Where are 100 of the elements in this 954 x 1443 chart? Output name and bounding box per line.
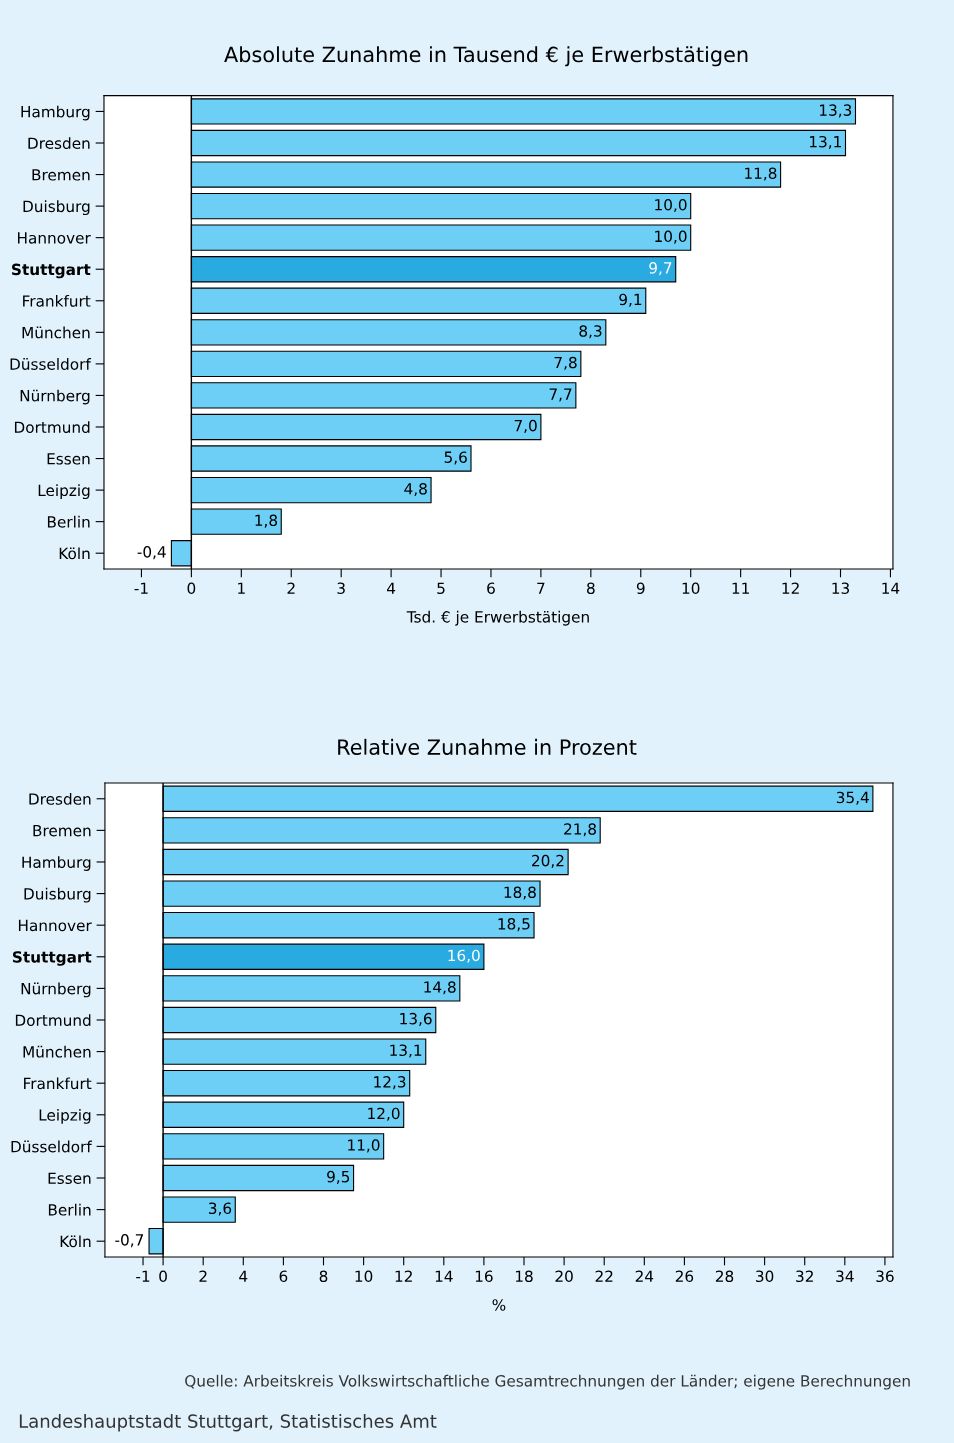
y-tick-label: Stuttgart [12,951,92,966]
y-tick-label: München [23,1045,91,1058]
data-label: 9,7 [649,262,672,276]
y-tick-label: Düsseldorf [11,1140,93,1153]
data-label: 14,8 [424,981,456,995]
data-label: 11,8 [745,167,777,181]
x-tick-label: 11 [732,582,749,594]
y-tick-label: Nürnberg [21,982,91,998]
data-label: 11,0 [348,1139,380,1153]
x-tick-label: 0 [187,582,196,594]
data-label: 13,1 [390,1044,422,1058]
x-tick-label: 32 [796,1270,813,1283]
data-label: 13,1 [810,135,841,149]
data-label: -0,7 [115,1234,144,1248]
x-tick-label: 0 [159,1270,167,1283]
data-label: 10,0 [655,198,687,213]
y-tick-label: Frankfurt [24,1077,92,1090]
y-tick-label: Duisburg [24,887,91,903]
x-tick-label: 7 [537,582,545,594]
x-tick-label: 2 [287,582,295,594]
data-label: 7,7 [549,388,572,402]
y-tick-label: Köln [59,547,90,560]
y-tick-label: Berlin [48,1203,91,1216]
x-tick-label: 2 [199,1270,207,1282]
x-tick-label: 10 [682,582,700,594]
y-tick-label: Leipzig [38,484,90,500]
data-label: 9,1 [619,293,642,307]
y-tick-label: Leipzig [39,1108,91,1124]
data-label: 13,6 [400,1012,432,1026]
data-label: 5,6 [444,451,467,465]
x-tick-label: 20 [555,1270,573,1283]
y-tick-label: Duisburg [23,200,90,216]
x-tick-label: 8 [587,582,595,594]
x-tick-label: 6 [487,582,495,594]
x-axis-title: % [492,1299,506,1311]
y-tick-label: Dortmund [15,1014,91,1027]
x-tick-label: 16 [475,1270,493,1283]
y-tick-label: München [22,326,90,339]
y-tick-label: Bremen [32,169,90,181]
x-tick-label: 8 [319,1270,328,1283]
x-axis-title: Tsd. € je Erwerbstätigen [406,610,589,626]
data-label: 13,3 [820,104,852,118]
x-tick-label: 30 [756,1270,774,1283]
y-tick-label: Stuttgart [12,263,91,279]
y-tick-label: Hannover [18,919,92,932]
x-tick-label: 28 [715,1270,734,1283]
x-tick-label: 10 [355,1270,373,1283]
data-label: 12,3 [374,1076,406,1090]
data-label: 20,2 [532,854,564,868]
source-note: Quelle: Arbeitskreis Volkswirtschaftliche Gesamtrechnungen der Länder; eigene Berechnungen [185,1374,910,1390]
x-tick-label: 26 [675,1270,694,1283]
y-tick-label: Dresden [28,137,90,150]
data-label: 3,6 [208,1202,232,1216]
data-label: 7,8 [554,356,577,370]
x-tick-label: 4 [239,1270,248,1282]
data-label: 16,0 [448,949,480,963]
y-tick-label: Bremen [33,825,91,837]
data-label: 21,8 [564,823,596,837]
data-label: 4,8 [404,482,427,497]
y-tick-label: Düsseldorf [10,358,92,370]
x-tick-label: 3 [337,582,345,594]
data-label: 10,0 [655,230,687,244]
x-tick-label: 12 [395,1270,412,1282]
x-tick-label: 36 [876,1270,894,1283]
x-tick-label: 12 [782,582,799,594]
x-tick-label: -1 [134,582,148,594]
x-tick-label: 4 [386,582,396,594]
data-label: 35,4 [836,791,869,805]
data-label: 8,3 [579,325,602,339]
data-label: 12,0 [368,1107,400,1121]
y-tick-label: Hamburg [21,105,90,121]
x-tick-label: 14 [435,1270,453,1282]
data-label: 18,5 [498,918,530,932]
x-tick-label: 18 [515,1270,533,1283]
data-label: 1,8 [255,514,278,528]
x-tick-label: 6 [279,1270,288,1283]
x-tick-label: 1 [238,582,245,594]
y-tick-label: Köln [60,1235,91,1248]
y-tick-label: Hamburg [22,856,91,871]
y-tick-label: Dresden [29,792,91,805]
data-label: 9,5 [327,1170,350,1184]
data-label: -0,4 [137,546,166,560]
y-tick-label: Nürnberg [20,389,90,405]
data-label: 18,8 [504,886,536,900]
x-tick-label: 13 [832,582,850,594]
chart-title: Absolute Zunahme in Tausend € je Erwerbstätigen [224,46,748,67]
x-tick-label: 9 [636,582,645,594]
y-tick-label: Berlin [47,515,90,528]
data-label: 7,0 [514,419,537,433]
y-tick-label: Essen [47,453,90,465]
y-tick-label: Essen [48,1172,91,1185]
x-tick-label: -1 [136,1270,150,1282]
x-tick-label: 5 [437,582,445,594]
text: Landeshauptstadt Stuttgart, Statistisches Amt [19,1413,437,1432]
chart-title: Relative Zunahme in Prozent [338,738,637,755]
y-tick-label: Hannover [18,232,91,244]
x-tick-label: 24 [635,1270,654,1282]
x-tick-label: 14 [882,582,900,594]
x-tick-label: 34 [836,1270,854,1283]
y-tick-label: Frankfurt [23,294,91,307]
